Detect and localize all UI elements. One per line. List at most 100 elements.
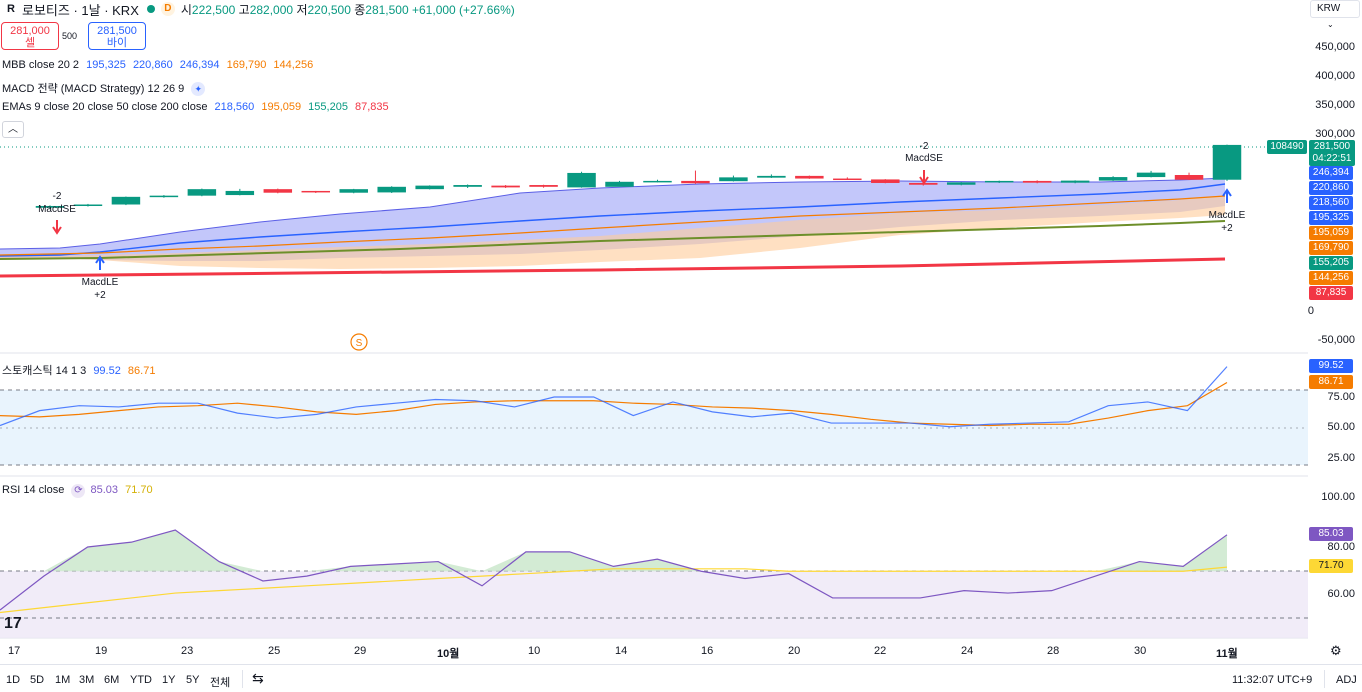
ema200-line xyxy=(0,257,1226,278)
ema9-line xyxy=(0,183,1226,257)
indicator-value-tag: 220,860 xyxy=(1309,181,1353,195)
open-value: 222,500 xyxy=(191,2,236,17)
ema20-line xyxy=(0,195,1226,256)
last-price-tag: 281,500 04:22:51 xyxy=(1309,140,1355,166)
buy-button[interactable]: 281,500 바이 xyxy=(88,22,146,50)
mbb-value-5: 144,256 xyxy=(273,59,314,71)
macd-short-signal-1[interactable]: -2 MacdSE xyxy=(38,191,76,235)
chevron-down-icon: ⌄ xyxy=(1327,20,1334,29)
candle-body xyxy=(871,179,900,183)
split-event-marker[interactable]: S xyxy=(350,333,368,351)
time-tick: 19 xyxy=(95,645,108,657)
rsi-ma-line xyxy=(0,566,1228,614)
indicator-value-tag: 195,325 xyxy=(1309,211,1353,225)
candle-body xyxy=(1174,175,1204,180)
countdown: 04:22:51 xyxy=(1312,153,1352,164)
timeframe-all[interactable]: 전체 xyxy=(210,677,231,689)
signal-qty: -2 xyxy=(920,141,929,152)
tradingview-logo[interactable]: 17 xyxy=(4,615,22,632)
price-tick: -50,000 xyxy=(1317,334,1355,346)
ema9-value: 218,560 xyxy=(214,101,255,113)
timeframe-6m[interactable]: 6M xyxy=(104,674,120,686)
rsi-line xyxy=(0,529,1228,611)
symbol-logo: R xyxy=(7,3,15,15)
legend-macd[interactable]: MACD 전략 (MACD Strategy) 12 26 9 ✦ xyxy=(2,80,209,96)
symbol-header: R 로보티즈 · 1날 · KRX D 시222,500 고282,000 저2… xyxy=(0,0,515,18)
candle-body xyxy=(415,185,444,190)
open-label: 시 xyxy=(180,2,192,17)
indicator-value-tag: 87,835 xyxy=(1309,286,1353,300)
timeframe-5d[interactable]: 5D xyxy=(30,674,45,686)
candle-body xyxy=(643,180,672,183)
arrow-up-icon xyxy=(1222,188,1232,203)
timeframe-3m[interactable]: 3M xyxy=(79,674,95,686)
rsi-overbought-fill xyxy=(0,530,1227,572)
currency-label: KRW xyxy=(1317,3,1341,14)
sell-button[interactable]: 281,000 셀 xyxy=(1,22,59,50)
symbol-title[interactable]: 로보티즈 · 1날 · KRX xyxy=(22,2,139,18)
indicator-value-tag: 155,205 xyxy=(1309,256,1353,270)
rsi-label: RSI 14 close xyxy=(2,484,65,496)
macd-long-signal-2[interactable]: MacdLE +2 xyxy=(1209,188,1246,234)
rsi-ma-tag: 71.70 xyxy=(1309,559,1353,573)
timeframe-ytd[interactable]: YTD xyxy=(130,674,152,686)
candle-body xyxy=(111,196,141,205)
candle-body xyxy=(225,190,255,196)
rsi-value-tag: 85.03 xyxy=(1309,527,1353,541)
legend-stoch[interactable]: 스토캐스틱 14 1 3 99.52 86.71 xyxy=(2,362,155,378)
legend-emas[interactable]: EMAs 9 close 20 close 50 close 200 close… xyxy=(2,101,393,113)
candle-body xyxy=(605,181,634,187)
stoch-k-tag: 99.52 xyxy=(1309,359,1353,373)
time-tick: 14 xyxy=(615,645,628,657)
candle-body xyxy=(757,175,786,178)
ema50-value: 155,205 xyxy=(308,101,348,113)
stoch-d-value: 86.71 xyxy=(127,365,156,377)
date-range-icon[interactable]: ⇆ xyxy=(252,670,264,686)
signal-name: MacdLE xyxy=(1209,210,1246,221)
price-tick: 300,000 xyxy=(1315,128,1355,140)
candle-body xyxy=(73,204,103,207)
low-value: 220,500 xyxy=(307,2,351,17)
chart-canvas[interactable]: -2 MacdSE MacdLE +2 -2 MacdSE MacdLE +2 … xyxy=(0,0,1308,640)
candle-body xyxy=(1212,144,1242,180)
macd-long-signal-1[interactable]: MacdLE +2 xyxy=(82,255,119,301)
toolbar-divider xyxy=(0,664,1362,665)
candle-body xyxy=(984,180,1014,183)
volume-tag: 108490 xyxy=(1267,140,1307,154)
close-label: 종 xyxy=(354,2,366,17)
ohlc-values: 시222,500 고282,000 저220,500 종281,500 +61,… xyxy=(181,1,515,18)
settings-gear-icon[interactable]: ⚙ xyxy=(1330,643,1342,658)
price-tick: 350,000 xyxy=(1315,99,1355,111)
split-badge: S xyxy=(356,338,363,349)
legend-mbb[interactable]: MBB close 20 2 195,325 220,860 246,394 1… xyxy=(2,59,317,71)
candle-body xyxy=(187,189,217,196)
timeframe-1m[interactable]: 1M xyxy=(55,674,71,686)
signal-qty: +2 xyxy=(94,290,106,301)
refresh-icon[interactable]: ⟳ xyxy=(71,484,86,498)
timeframe-5y[interactable]: 5Y xyxy=(186,674,200,686)
timeframe-1y[interactable]: 1Y xyxy=(162,674,176,686)
stoch-tick: 50.00 xyxy=(1327,421,1355,433)
clock[interactable]: 11:32:07 UTC+9 xyxy=(1232,674,1313,686)
indicator-value-tag: 218,560 xyxy=(1309,196,1353,210)
timeframe-1d[interactable]: 1D xyxy=(6,674,21,686)
adjust-toggle[interactable]: ADJ xyxy=(1336,674,1357,686)
chevron-up-icon: ︿ xyxy=(8,124,18,135)
rsi-tick: 100.00 xyxy=(1321,491,1355,503)
signal-name: MacdSE xyxy=(38,204,76,215)
time-tick: 20 xyxy=(788,645,801,657)
collapse-legend-button[interactable]: ︿ xyxy=(2,121,24,138)
time-tick: 16 xyxy=(701,645,714,657)
data-delay-badge[interactable]: D xyxy=(160,2,175,16)
ema200-value: 87,835 xyxy=(355,101,389,113)
currency-selector[interactable]: KRW ⌄ xyxy=(1310,0,1360,29)
settings-icon[interactable]: ✦ xyxy=(191,82,206,96)
mbb-value-3: 246,394 xyxy=(179,59,220,71)
rsi-tick: 80.00 xyxy=(1327,541,1355,553)
time-tick: 29 xyxy=(354,645,367,657)
legend-rsi[interactable]: RSI 14 close ⟳ 85.03 71.70 xyxy=(2,484,153,498)
rsi-band-fill xyxy=(0,571,1308,638)
macd-short-signal-2[interactable]: -2 MacdSE xyxy=(905,141,943,185)
mbb-value-basis: 195,325 xyxy=(86,59,126,71)
candle-body xyxy=(491,185,520,188)
